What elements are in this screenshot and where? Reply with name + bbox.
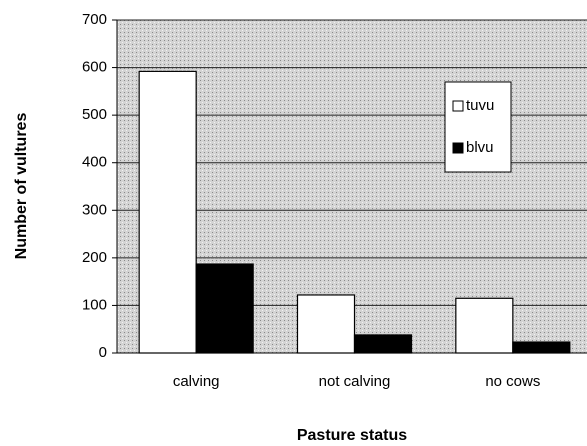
x-tick-label: calving xyxy=(173,373,220,390)
legend-label: blvu xyxy=(466,139,494,156)
legend-swatch xyxy=(452,142,464,154)
bar xyxy=(353,334,413,354)
y-tick-label: 400 xyxy=(82,154,107,171)
x-tick-label: no cows xyxy=(485,373,540,390)
y-tick-label: 200 xyxy=(82,249,107,266)
y-axis-title: Number of vultures xyxy=(13,113,30,260)
legend-swatch xyxy=(452,100,464,112)
bar xyxy=(455,297,514,354)
bar xyxy=(296,294,356,354)
x-tick-label: not calving xyxy=(319,373,391,390)
bar xyxy=(138,70,197,354)
x-axis-title: Pasture status xyxy=(297,427,407,444)
y-tick-label: 700 xyxy=(82,11,107,28)
y-tick-label: 0 xyxy=(99,344,107,361)
bar xyxy=(512,341,571,354)
y-tick-label: 300 xyxy=(82,201,107,218)
y-tick-label: 100 xyxy=(82,296,107,313)
y-tick-label: 600 xyxy=(82,59,107,76)
y-tick-label: 500 xyxy=(82,106,107,123)
bar xyxy=(195,263,254,354)
legend-label: tuvu xyxy=(466,97,494,114)
legend-box xyxy=(444,81,512,173)
